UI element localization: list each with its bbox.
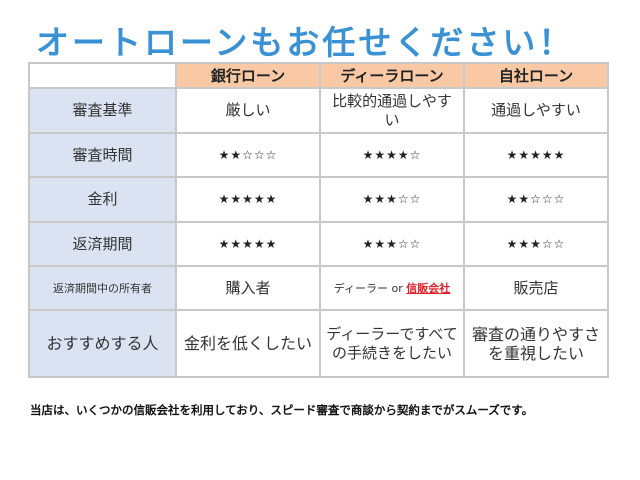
header-in-house-loan: 自社ローン: [463, 62, 609, 89]
page-title: オートローンもお任せください！: [36, 23, 575, 62]
row-label: 返済期間: [28, 221, 177, 267]
header-dealer-loan: ディーラローン: [319, 62, 465, 89]
cell: ディーラーですべての手続きをしたい: [319, 309, 465, 378]
cell: 販売店: [463, 265, 609, 311]
footer-note: 当店は、いくつかの信販会社を利用しており、スピード審査で商談から契約までがスムー…: [30, 403, 534, 417]
header-blank: [28, 62, 177, 89]
star-rating: ★★☆☆☆: [175, 132, 321, 178]
cell: 厳しい: [175, 87, 321, 134]
row-label: おすすめする人: [28, 309, 177, 378]
row-label: 金利: [28, 176, 177, 223]
star-rating: ★★★★★: [175, 221, 321, 267]
star-rating: ★★★☆☆: [319, 176, 465, 223]
star-rating: ★★★★★: [175, 176, 321, 223]
cell: ディーラー or 信販会社: [319, 265, 465, 311]
star-rating: ★★★★☆: [319, 132, 465, 178]
cell: 審査の通りやすさを重視したい: [463, 309, 609, 378]
cell-text: ディーラー or: [333, 281, 407, 295]
cell: 金利を低くしたい: [175, 309, 321, 378]
star-rating: ★★★☆☆: [463, 221, 609, 267]
loan-comparison-table: 銀行ローン ディーラローン 自社ローン 審査基準 厳しい 比較的通過しやすい 通…: [28, 62, 609, 378]
cell: 比較的通過しやすい: [319, 87, 465, 134]
header-bank-loan: 銀行ローン: [175, 62, 321, 89]
cell: 通過しやすい: [463, 87, 609, 134]
row-label: 返済期間中の所有者: [28, 265, 177, 311]
star-rating: ★★★★★: [463, 132, 609, 178]
row-label: 審査基準: [28, 87, 177, 134]
star-rating: ★★☆☆☆: [463, 176, 609, 223]
star-rating: ★★★☆☆: [319, 221, 465, 267]
row-label: 審査時間: [28, 132, 177, 178]
cell: 購入者: [175, 265, 321, 311]
credit-company-link[interactable]: 信販会社: [406, 281, 451, 295]
